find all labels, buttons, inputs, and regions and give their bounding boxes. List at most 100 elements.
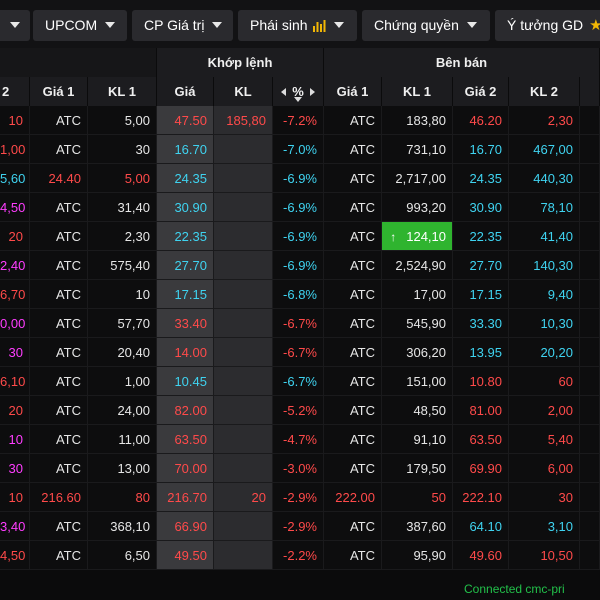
tab-y-tuong-gd[interactable]: Ý tưởng GD ★ [495,10,600,41]
cell-ask-gia1: ATC [324,367,382,396]
cell-ask-kl1: 183,80 [382,106,453,135]
next-column-icon[interactable] [309,87,315,96]
table-row[interactable]: 20 ATC 2,30 22.35 -6.9% ATC ↑ 124,10 22.35 41,40 [0,222,600,251]
cell-ask-gia2: 10.80 [453,367,509,396]
cell-bid-gia1: ATC [30,396,88,425]
cell-ask-gia1: ATC [324,425,382,454]
cell-gia: 70.00 [157,454,214,483]
cell-ask-gia1: ATC [324,396,382,425]
chevron-down-icon [105,22,116,28]
cell-bid-gia1: ATC [30,454,88,483]
col-header-ask-gia1[interactable]: Giá 1 [324,77,382,106]
cell-overflow [580,251,600,280]
cell-kl: 185,80 [214,106,273,135]
col-header-bid-kl2[interactable]: 2 [0,77,30,106]
tab-upcom[interactable]: UPCOM [33,10,127,41]
cell-bid-gia1: ATC [30,280,88,309]
cell-ask-kl1: 91,10 [382,425,453,454]
prev-column-icon[interactable] [281,87,287,96]
chevron-down-icon [466,22,477,28]
table-row[interactable]: 2,40 ATC 575,40 27.70 -6.9% ATC 2,524,90 27.70 1… [0,251,600,280]
table-row[interactable]: 30 ATC 13,00 70.00 -3.0% ATC 179,50 69.90 6,00 [0,454,600,483]
cell-ask-kl2: 5,40 [509,425,580,454]
cell-ask-gia2: 30.90 [453,193,509,222]
cell-bid-kl1: 13,00 [88,454,157,483]
cell-overflow [580,309,600,338]
cell-bid-gia1: ATC [30,251,88,280]
cell-ask-kl1: 50 [382,483,453,512]
cell-pct: -6.9% [273,222,324,251]
cell-ask-kl2: 30 [509,483,580,512]
cell-bid-gia1: ATC [30,541,88,570]
cell-ask-gia1: ATC [324,193,382,222]
cell-bid-kl1: 31,40 [88,193,157,222]
cell-overflow [580,106,600,135]
col-header-bid-kl1[interactable]: KL 1 [88,77,157,106]
cell-gia: 33.40 [157,309,214,338]
cell-ask-gia2: 22.35 [453,222,509,251]
cell-bid-kl1: 11,00 [88,425,157,454]
table-row[interactable]: 10 ATC 11,00 63.50 -4.7% ATC 91,10 63.50 5,40 [0,425,600,454]
cell-kl [214,135,273,164]
col-header-pct[interactable]: % [273,77,324,106]
cell-overflow [580,396,600,425]
tab-chung-quyen[interactable]: Chứng quyền [362,10,490,41]
table-row[interactable]: 30 ATC 20,40 14.00 -6.7% ATC 306,20 13.95 20,20 [0,338,600,367]
cell-pct: -6.7% [273,309,324,338]
cell-bid-kl1: 10 [88,280,157,309]
table-row[interactable]: 1,00 ATC 30 16.70 -7.0% ATC 731,10 16.70 467,00 [0,135,600,164]
cell-bid-kl2: 4,50 [0,193,30,222]
col-header-ask-kl1[interactable]: KL 1 [382,77,453,106]
cell-bid-kl1: 24,00 [88,396,157,425]
cell-gia: 66.90 [157,512,214,541]
cell-ask-kl1: 151,00 [382,367,453,396]
cell-gia: 49.50 [157,541,214,570]
table-row[interactable]: 4,50 ATC 31,40 30.90 -6.9% ATC 993,20 30.90 78,1… [0,193,600,222]
table-row[interactable]: 10 216.60 80 216.70 20 -2.9% 222.00 50 222.10 30 [0,483,600,512]
table-row[interactable]: 6,10 ATC 1,00 10.45 -6.7% ATC 151,00 10.80 60 [0,367,600,396]
cell-gia: 10.45 [157,367,214,396]
col-header-ask-gia2[interactable]: Giá 2 [453,77,509,106]
cell-ask-kl2: 10,30 [509,309,580,338]
cell-gia: 17.15 [157,280,214,309]
tab-phai-sinh[interactable]: Phái sinh [238,10,357,41]
col-header-overflow [580,77,600,106]
cell-bid-gia1: 24.40 [30,164,88,193]
cell-bid-kl2: 0,00 [0,309,30,338]
table-row[interactable]: 6,70 ATC 10 17.15 -6.8% ATC 17,00 17.15 9,40 [0,280,600,309]
col-header-kl[interactable]: KL [214,77,273,106]
cell-overflow [580,512,600,541]
star-icon: ★ [589,17,600,34]
table-row[interactable]: 4,50 ATC 6,50 49.50 -2.2% ATC 95,90 49.60 10,50 [0,541,600,570]
cell-ask-kl2: 140,30 [509,251,580,280]
cell-kl [214,512,273,541]
table-row[interactable]: 3,40 ATC 368,10 66.90 -2.9% ATC 387,60 64.10 3,1… [0,512,600,541]
arrow-up-icon: ↑ [390,230,397,244]
tab-cp-gia-tri[interactable]: CP Giá trị [132,10,233,41]
cell-pct: -5.2% [273,396,324,425]
cell-ask-gia1: ATC [324,251,382,280]
table-row[interactable]: 10 ATC 5,00 47.50 185,80 -7.2% ATC 183,80 46.20 2… [0,106,600,135]
table-row[interactable]: 5,60 24.40 5,00 24.35 -6.9% ATC 2,717,00 24.35 4… [0,164,600,193]
column-header-row: 2 Giá 1 KL 1 Giá KL % Giá 1 KL 1 Giá 2 K… [0,77,600,106]
cell-gia: 22.35 [157,222,214,251]
cell-pct: -6.9% [273,251,324,280]
cell-gia: 216.70 [157,483,214,512]
cell-ask-kl2: 467,00 [509,135,580,164]
cell-bid-kl1: 20,40 [88,338,157,367]
col-header-ask-kl2[interactable]: KL 2 [509,77,580,106]
cell-kl [214,280,273,309]
cell-kl [214,541,273,570]
tab-hnx[interactable] [0,10,30,41]
cell-bid-gia1: 216.60 [30,483,88,512]
table-row[interactable]: 0,00 ATC 57,70 33.40 -6.7% ATC 545,90 33.30 10,3… [0,309,600,338]
chevron-down-icon [10,22,20,28]
col-header-bid-gia1[interactable]: Giá 1 [30,77,88,106]
cell-ask-gia2: 81.00 [453,396,509,425]
cell-ask-gia2: 27.70 [453,251,509,280]
cell-ask-gia1: ATC [324,106,382,135]
cell-gia: 47.50 [157,106,214,135]
cell-gia: 14.00 [157,338,214,367]
table-row[interactable]: 20 ATC 24,00 82.00 -5.2% ATC 48,50 81.00 2,00 [0,396,600,425]
col-header-gia[interactable]: Giá [157,77,214,106]
